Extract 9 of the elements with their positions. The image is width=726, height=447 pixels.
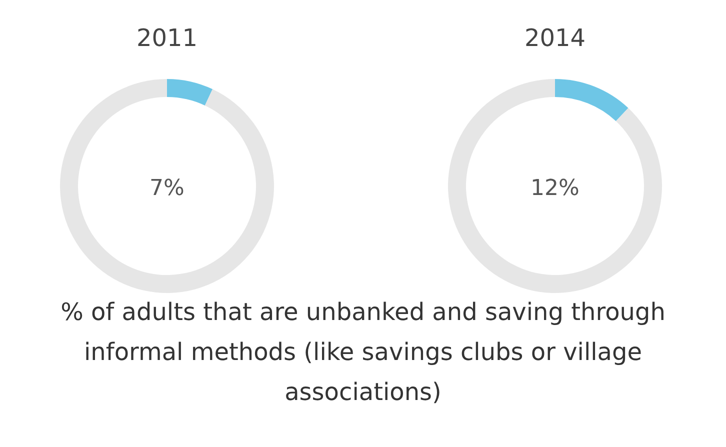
donut-slice xyxy=(448,79,662,293)
donut-slice xyxy=(555,79,628,122)
text: % of adults that are unbanked and saving through informal methods (like savings clubs or village associations) xyxy=(60,298,666,406)
donut-slice xyxy=(60,79,274,293)
text: 7% xyxy=(150,176,184,201)
chart-title: 2014 xyxy=(524,24,586,52)
donut-slice xyxy=(167,79,213,106)
chart-title: 2011 xyxy=(136,24,198,52)
text: 12% xyxy=(530,176,580,201)
